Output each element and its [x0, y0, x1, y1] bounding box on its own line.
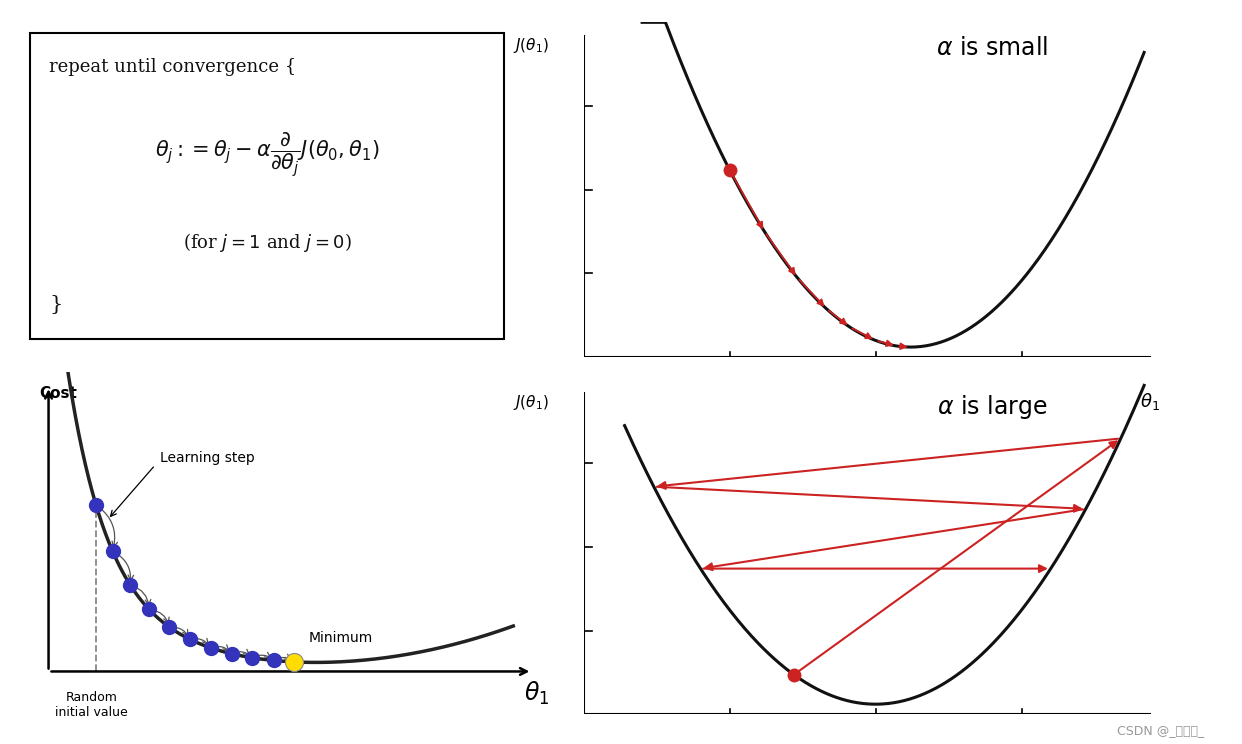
Text: $\alpha$ is small: $\alpha$ is small: [936, 36, 1048, 60]
Text: }: }: [50, 295, 62, 314]
Text: $\alpha$ is large: $\alpha$ is large: [938, 393, 1047, 421]
Text: repeat until convergence {: repeat until convergence {: [50, 58, 297, 76]
Text: $J(\theta_1)$: $J(\theta_1)$: [513, 36, 549, 55]
Text: $J(\theta_1)$: $J(\theta_1)$: [513, 394, 549, 412]
Text: $\theta_1$: $\theta_1$: [1140, 391, 1160, 411]
Text: Minimum: Minimum: [308, 631, 373, 645]
Text: Cost: Cost: [39, 386, 77, 401]
Text: (for $j = 1$ and $j = 0$): (for $j = 1$ and $j = 0$): [183, 231, 351, 254]
Text: $\theta_1$: $\theta_1$: [524, 680, 550, 708]
Text: $\theta_j := \theta_j - \alpha\dfrac{\partial}{\partial\theta_j}J(\theta_0, \the: $\theta_j := \theta_j - \alpha\dfrac{\pa…: [155, 131, 379, 179]
Text: CSDN @_养乐多_: CSDN @_养乐多_: [1118, 724, 1205, 737]
FancyBboxPatch shape: [30, 33, 504, 339]
Text: Learning step: Learning step: [160, 451, 255, 465]
Text: Random
initial value: Random initial value: [55, 691, 128, 719]
